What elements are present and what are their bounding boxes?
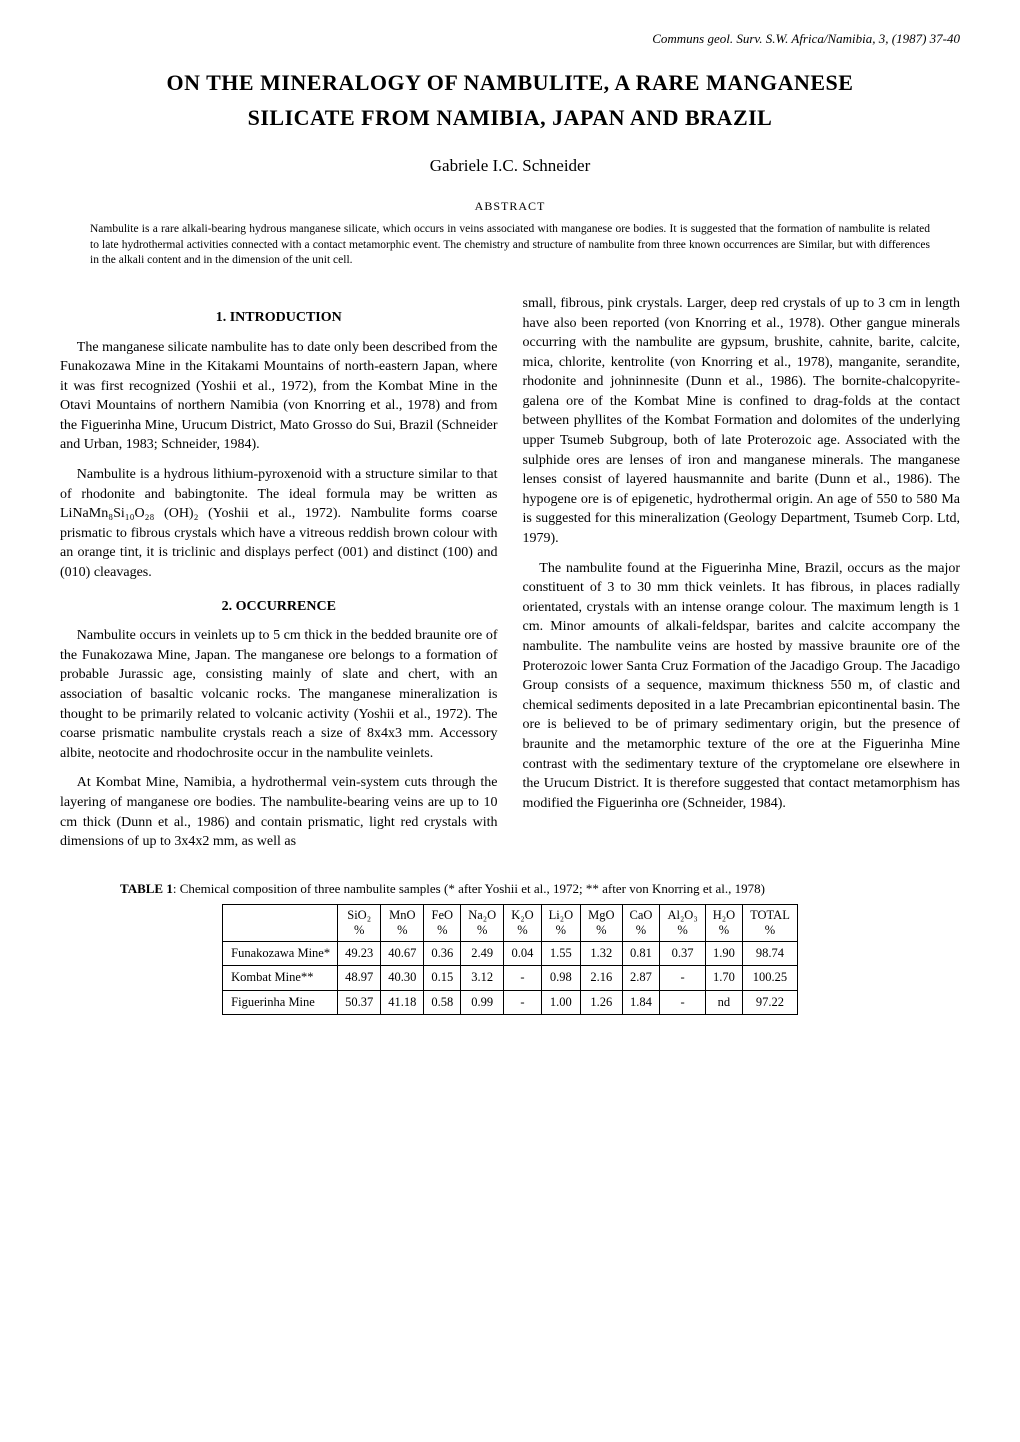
table-cell: 0.99	[461, 990, 504, 1015]
table-cell: 50.37	[338, 990, 381, 1015]
section-heading-occurrence: 2. OCCURRENCE	[60, 597, 498, 617]
intro-paragraph-2: Nambulite is a hydrous lithium-pyroxenoi…	[60, 465, 498, 583]
table-cell: 40.30	[381, 966, 424, 991]
table-header-total: TOTAL%	[743, 904, 798, 941]
table-header-mno: MnO%	[381, 904, 424, 941]
abstract-label: ABSTRACT	[60, 198, 960, 215]
table-cell: 0.58	[424, 990, 461, 1015]
author-name: Gabriele I.C. Schneider	[60, 154, 960, 178]
paper-title-line2: SILICATE FROM NAMIBIA, JAPAN AND BRAZIL	[60, 103, 960, 134]
table-header-h2o: H₂O%	[705, 904, 742, 941]
table-cell: 2.49	[461, 941, 504, 966]
table-cell: -	[660, 966, 705, 991]
right-paragraph-1: small, fibrous, pink crystals. Larger, d…	[523, 294, 961, 549]
table-cell: 1.70	[705, 966, 742, 991]
table-cell: 48.97	[338, 966, 381, 991]
table-cell: 1.84	[622, 990, 660, 1015]
right-paragraph-2: The nambulite found at the Figuerinha Mi…	[523, 559, 961, 814]
table-cell: 0.04	[504, 941, 541, 966]
table-cell: 40.67	[381, 941, 424, 966]
journal-citation: Communs geol. Surv. S.W. Africa/Namibia,…	[60, 30, 960, 48]
table-cell: 2.87	[622, 966, 660, 991]
table-cell: 1.55	[541, 941, 581, 966]
abstract-text: Nambulite is a rare alkali-bearing hydro…	[90, 222, 930, 269]
table-cell: -	[504, 990, 541, 1015]
table-header-cao: CaO%	[622, 904, 660, 941]
table-cell: 0.98	[541, 966, 581, 991]
intro-paragraph-1: The manganese silicate nambulite has to …	[60, 338, 498, 456]
table-caption: TABLE 1: Chemical composition of three n…	[120, 880, 900, 898]
paper-title-line1: ON THE MINERALOGY OF NAMBULITE, A RARE M…	[60, 68, 960, 99]
section-heading-introduction: 1. INTRODUCTION	[60, 308, 498, 328]
occurrence-paragraph-2: At Kombat Mine, Namibia, a hydrothermal …	[60, 773, 498, 851]
table-cell: 0.36	[424, 941, 461, 966]
table-cell: 0.81	[622, 941, 660, 966]
table-cell: 0.37	[660, 941, 705, 966]
table-row: Figuerinha Mine 50.37 41.18 0.58 0.99 - …	[223, 990, 798, 1015]
table-cell: -	[660, 990, 705, 1015]
table-cell: 1.26	[581, 990, 622, 1015]
table-cell: 3.12	[461, 966, 504, 991]
table-header-mgo: MgO%	[581, 904, 622, 941]
row-label-kombat: Kombat Mine**	[223, 966, 338, 991]
table-cell: 1.32	[581, 941, 622, 966]
table-cell: 2.16	[581, 966, 622, 991]
table-cell: -	[504, 966, 541, 991]
table-cell: 98.74	[743, 941, 798, 966]
table-header-al2o3: Al₂O₃%	[660, 904, 705, 941]
right-column: small, fibrous, pink crystals. Larger, d…	[523, 294, 961, 862]
table-header-k2o: K₂O%	[504, 904, 541, 941]
occurrence-paragraph-1: Nambulite occurs in veinlets up to 5 cm …	[60, 626, 498, 763]
two-column-body: 1. INTRODUCTION The manganese silicate n…	[60, 294, 960, 862]
table-header-feo: FeO%	[424, 904, 461, 941]
table-cell: 1.00	[541, 990, 581, 1015]
table-cell: 100.25	[743, 966, 798, 991]
table-header-li2o: Li₂O%	[541, 904, 581, 941]
table-cell: 41.18	[381, 990, 424, 1015]
left-column: 1. INTRODUCTION The manganese silicate n…	[60, 294, 498, 862]
table-header-blank	[223, 904, 338, 941]
row-label-funakozawa: Funakozawa Mine*	[223, 941, 338, 966]
table-row: Kombat Mine** 48.97 40.30 0.15 3.12 - 0.…	[223, 966, 798, 991]
table-header-sio2: SiO₂%	[338, 904, 381, 941]
table-caption-label: TABLE 1	[120, 881, 173, 896]
composition-table: SiO₂% MnO% FeO% Na₂O% K₂O% Li₂O% MgO% Ca…	[222, 904, 798, 1016]
table-cell: 0.15	[424, 966, 461, 991]
table-header-na2o: Na₂O%	[461, 904, 504, 941]
table-cell: nd	[705, 990, 742, 1015]
table-cell: 1.90	[705, 941, 742, 966]
table-header-row: SiO₂% MnO% FeO% Na₂O% K₂O% Li₂O% MgO% Ca…	[223, 904, 798, 941]
table-cell: 97.22	[743, 990, 798, 1015]
table-cell: 49.23	[338, 941, 381, 966]
table-caption-text: : Chemical composition of three nambulit…	[173, 881, 765, 896]
row-label-figuerinha: Figuerinha Mine	[223, 990, 338, 1015]
table-row: Funakozawa Mine* 49.23 40.67 0.36 2.49 0…	[223, 941, 798, 966]
